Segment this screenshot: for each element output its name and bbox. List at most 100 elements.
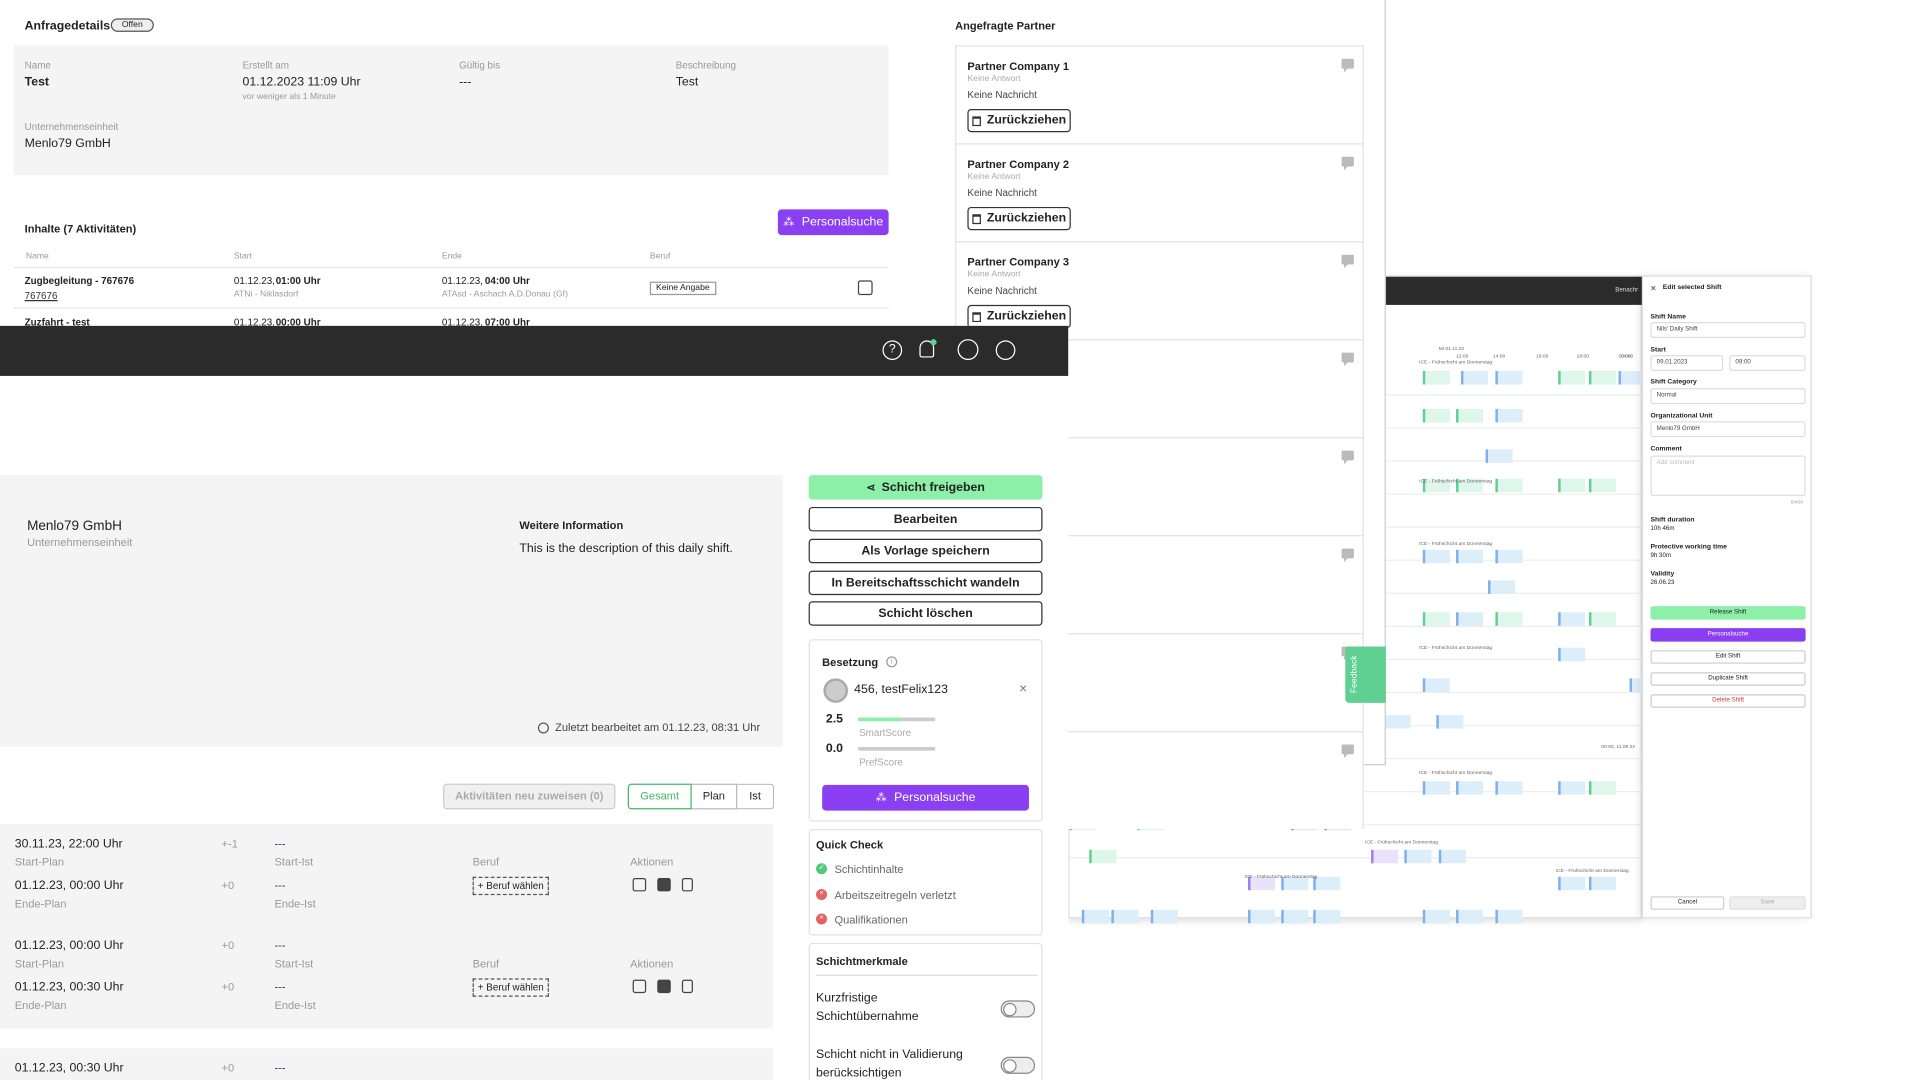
choose-job-button[interactable]: + Beruf wählen: [472, 876, 549, 896]
calendar-shift-chip[interactable]: [1588, 371, 1617, 385]
staffing-personalsuche-button[interactable]: ⁂ Personalsuche: [822, 784, 1029, 811]
calendar-shift-chip[interactable]: [1422, 371, 1450, 385]
calendar-shift-chip[interactable]: [1281, 876, 1309, 891]
tab-plan[interactable]: Plan: [691, 783, 738, 810]
calendar-shift-chip[interactable]: [1558, 876, 1586, 891]
calendar-shift-chip[interactable]: [1460, 371, 1489, 385]
calendar-shift-chip[interactable]: [1456, 549, 1484, 564]
assign-person-icon[interactable]: [632, 877, 647, 892]
comment-icon[interactable]: [657, 979, 671, 994]
calendar-shift-chip[interactable]: [1495, 371, 1523, 385]
duplicate-shift-button[interactable]: Duplicate Shift: [1650, 672, 1806, 686]
shift-category-select[interactable]: Normal: [1650, 388, 1806, 405]
comment-icon[interactable]: [1341, 352, 1354, 367]
calendar-shift-chip[interactable]: [1422, 781, 1450, 795]
calendar-shift-chip[interactable]: [1313, 876, 1341, 891]
calendar-shift-chip[interactable]: [1313, 909, 1341, 924]
assign-person-icon[interactable]: [857, 280, 873, 296]
help-icon[interactable]: ?: [882, 340, 903, 361]
calendar-shift-chip[interactable]: [1495, 781, 1523, 795]
save-template-button[interactable]: Als Vorlage speichern: [808, 538, 1043, 564]
calendar-shift-chip[interactable]: [1422, 478, 1450, 493]
calendar-shift-chip[interactable]: [1456, 781, 1484, 795]
calendar-shift-chip[interactable]: [1558, 781, 1586, 795]
calendar-shift-chip[interactable]: [1456, 408, 1484, 423]
calendar-shift-chip[interactable]: [1150, 909, 1178, 924]
calendar-shift-chip[interactable]: [1495, 612, 1523, 626]
calendar-shift-chip[interactable]: [1558, 371, 1586, 385]
table-row[interactable]: Zugbegleitung - 767676 767676 01.12.23, …: [13, 269, 889, 309]
calendar-shift-chip[interactable]: [1558, 647, 1586, 662]
delete-shift-main-button[interactable]: Schicht löschen: [808, 601, 1043, 626]
close-icon[interactable]: ×: [1650, 282, 1657, 294]
assign-person-icon[interactable]: [632, 979, 647, 994]
comment-icon[interactable]: [1341, 156, 1354, 171]
choose-job-button[interactable]: + Beruf wählen: [472, 978, 549, 997]
table-row[interactable]: Zuzfahrt - test 01.12.23, 00:00 Uhr 01.1…: [14, 310, 889, 326]
panel-personalsuche-button[interactable]: Personalsuche: [1650, 628, 1806, 642]
calendar-shift-chip[interactable]: [1438, 849, 1466, 864]
reassign-button[interactable]: Aktivitäten neu zuweisen (0): [443, 783, 616, 810]
calendar-shift-chip[interactable]: [1488, 580, 1516, 594]
release-shift-button[interactable]: Release Shift: [1650, 606, 1806, 620]
calendar-shift-chip[interactable]: [1456, 612, 1484, 626]
globe-icon[interactable]: [957, 339, 979, 361]
start-time-input[interactable]: 09:00: [1729, 355, 1806, 372]
row-link[interactable]: 767676: [24, 290, 58, 302]
skip-validation-toggle[interactable]: [1000, 1056, 1036, 1074]
calendar-shift-chip[interactable]: [1422, 678, 1450, 692]
release-shift-main-button[interactable]: ⋖ Schicht freigeben: [808, 475, 1043, 500]
calendar-shift-chip[interactable]: [1495, 909, 1523, 924]
document-icon[interactable]: [681, 877, 693, 892]
user-account-icon[interactable]: [995, 340, 1016, 361]
calendar-shift-chip[interactable]: [1558, 478, 1586, 493]
cancel-button[interactable]: Cancel: [1650, 896, 1725, 910]
comment-icon[interactable]: [1341, 58, 1354, 73]
calendar-shift-chip[interactable]: [1618, 371, 1646, 385]
calendar-shift-chip[interactable]: [1456, 478, 1484, 493]
calendar-shift-chip[interactable]: [1588, 612, 1617, 626]
tab-ist[interactable]: Ist: [737, 783, 775, 810]
comment-icon[interactable]: [1341, 548, 1354, 563]
calendar-shift-chip[interactable]: [1436, 715, 1464, 729]
calendar-shift-chip[interactable]: [1485, 449, 1513, 463]
remove-person-icon[interactable]: ×: [1019, 682, 1028, 697]
document-icon[interactable]: [681, 979, 693, 994]
calendar-shift-chip[interactable]: [1588, 876, 1617, 891]
delete-shift-button[interactable]: Delete Shift: [1650, 694, 1806, 708]
calendar-shift-chip[interactable]: [1281, 909, 1309, 924]
comment-icon[interactable]: [1341, 450, 1354, 465]
convert-standby-button[interactable]: In Bereitschaftsschicht wandeln: [808, 570, 1043, 596]
withdraw-button[interactable]: Zurückziehen: [967, 206, 1071, 231]
shift-name-input[interactable]: Nils' Daily Shift: [1650, 322, 1806, 338]
calendar-shift-chip[interactable]: [1588, 478, 1617, 493]
calendar-shift-chip[interactable]: [1422, 549, 1450, 564]
calendar-notifications-label[interactable]: Benachr: [1615, 286, 1639, 294]
comment-icon[interactable]: [657, 877, 671, 892]
comment-textarea[interactable]: Add comment: [1650, 455, 1806, 496]
calendar-shift-chip[interactable]: [1456, 909, 1484, 924]
comment-icon[interactable]: [1341, 254, 1354, 269]
calendar-shift-chip[interactable]: [1248, 909, 1276, 924]
start-date-input[interactable]: 09.01.2023: [1650, 355, 1724, 372]
calendar-shift-chip[interactable]: [1404, 849, 1432, 864]
calendar-shift-chip[interactable]: [1422, 408, 1450, 423]
edit-shift-button[interactable]: Edit Shift: [1650, 650, 1806, 664]
calendar-shift-chip[interactable]: [1422, 909, 1450, 924]
personalsuche-button[interactable]: ⁂ Personalsuche: [777, 209, 889, 236]
edit-button[interactable]: Bearbeiten: [808, 506, 1043, 532]
calendar-shift-chip[interactable]: [1089, 849, 1117, 864]
withdraw-button[interactable]: Zurückziehen: [967, 304, 1071, 329]
calendar-shift-chip[interactable]: [1495, 408, 1523, 423]
bell-icon[interactable]: [919, 340, 935, 358]
comment-icon[interactable]: [1341, 744, 1354, 758]
tab-gesamt[interactable]: Gesamt: [627, 783, 692, 810]
calendar-shift-chip[interactable]: [1383, 715, 1411, 729]
calendar-shift-chip[interactable]: [1248, 876, 1276, 891]
calendar-shift-chip[interactable]: [1422, 612, 1450, 626]
calendar-shift-chip[interactable]: [1495, 478, 1523, 493]
feedback-tab[interactable]: Feedback: [1345, 646, 1386, 703]
short-term-takeover-toggle[interactable]: [1000, 1000, 1036, 1018]
withdraw-button[interactable]: Zurückziehen: [967, 108, 1071, 133]
calendar-shift-chip[interactable]: [1495, 549, 1523, 564]
